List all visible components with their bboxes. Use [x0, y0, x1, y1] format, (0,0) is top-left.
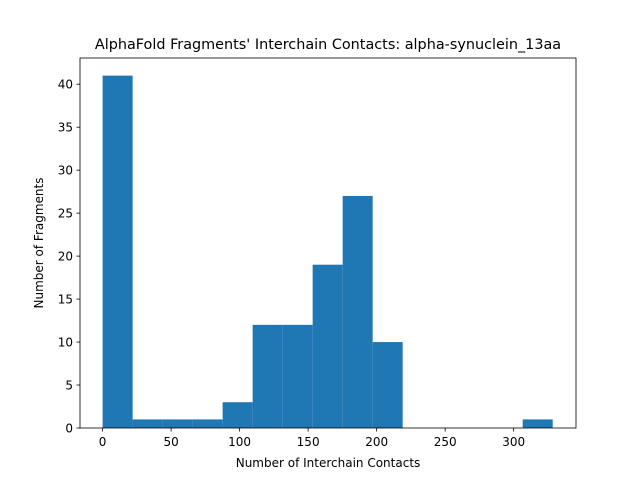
y-tick-label: 20	[58, 250, 73, 264]
histogram-bar	[522, 419, 553, 428]
x-tick-label: 250	[434, 435, 457, 449]
chart-title: AlphaFold Fragments' Interchain Contacts…	[95, 37, 561, 53]
histogram-bar	[252, 324, 283, 428]
histogram-bar	[342, 195, 373, 428]
x-tick-label: 300	[502, 435, 525, 449]
y-axis-ticks: 0 5 10 15 20 25 30 35 40	[58, 78, 80, 436]
y-tick-label: 15	[58, 293, 73, 307]
histogram-bar	[222, 402, 253, 428]
y-tick-label: 30	[58, 164, 73, 178]
x-tick-label: 50	[163, 435, 178, 449]
y-tick-label: 35	[58, 121, 73, 135]
y-tick-label: 10	[58, 336, 73, 350]
x-tick-label: 150	[297, 435, 320, 449]
y-tick-label: 5	[65, 379, 73, 393]
y-tick-label: 0	[65, 422, 73, 436]
x-axis-ticks: 0 50 100 150 200 250 300	[99, 428, 525, 449]
x-tick-label: 0	[99, 435, 107, 449]
histogram-bar	[162, 419, 193, 428]
x-axis-label: Number of Interchain Contacts	[236, 456, 421, 470]
histogram-bar	[132, 419, 163, 428]
bars-group	[102, 75, 553, 428]
histogram-bar	[312, 264, 343, 428]
histogram-bar	[282, 324, 313, 428]
y-axis-label: Number of Fragments	[32, 178, 46, 309]
y-tick-label: 40	[58, 78, 73, 92]
histogram-bar	[372, 342, 403, 428]
y-tick-label: 25	[58, 207, 73, 221]
histogram-bar	[102, 75, 133, 428]
plot-frame	[79, 57, 577, 429]
x-tick-label: 200	[365, 435, 388, 449]
x-tick-label: 100	[228, 435, 251, 449]
histogram-bar	[192, 419, 223, 428]
